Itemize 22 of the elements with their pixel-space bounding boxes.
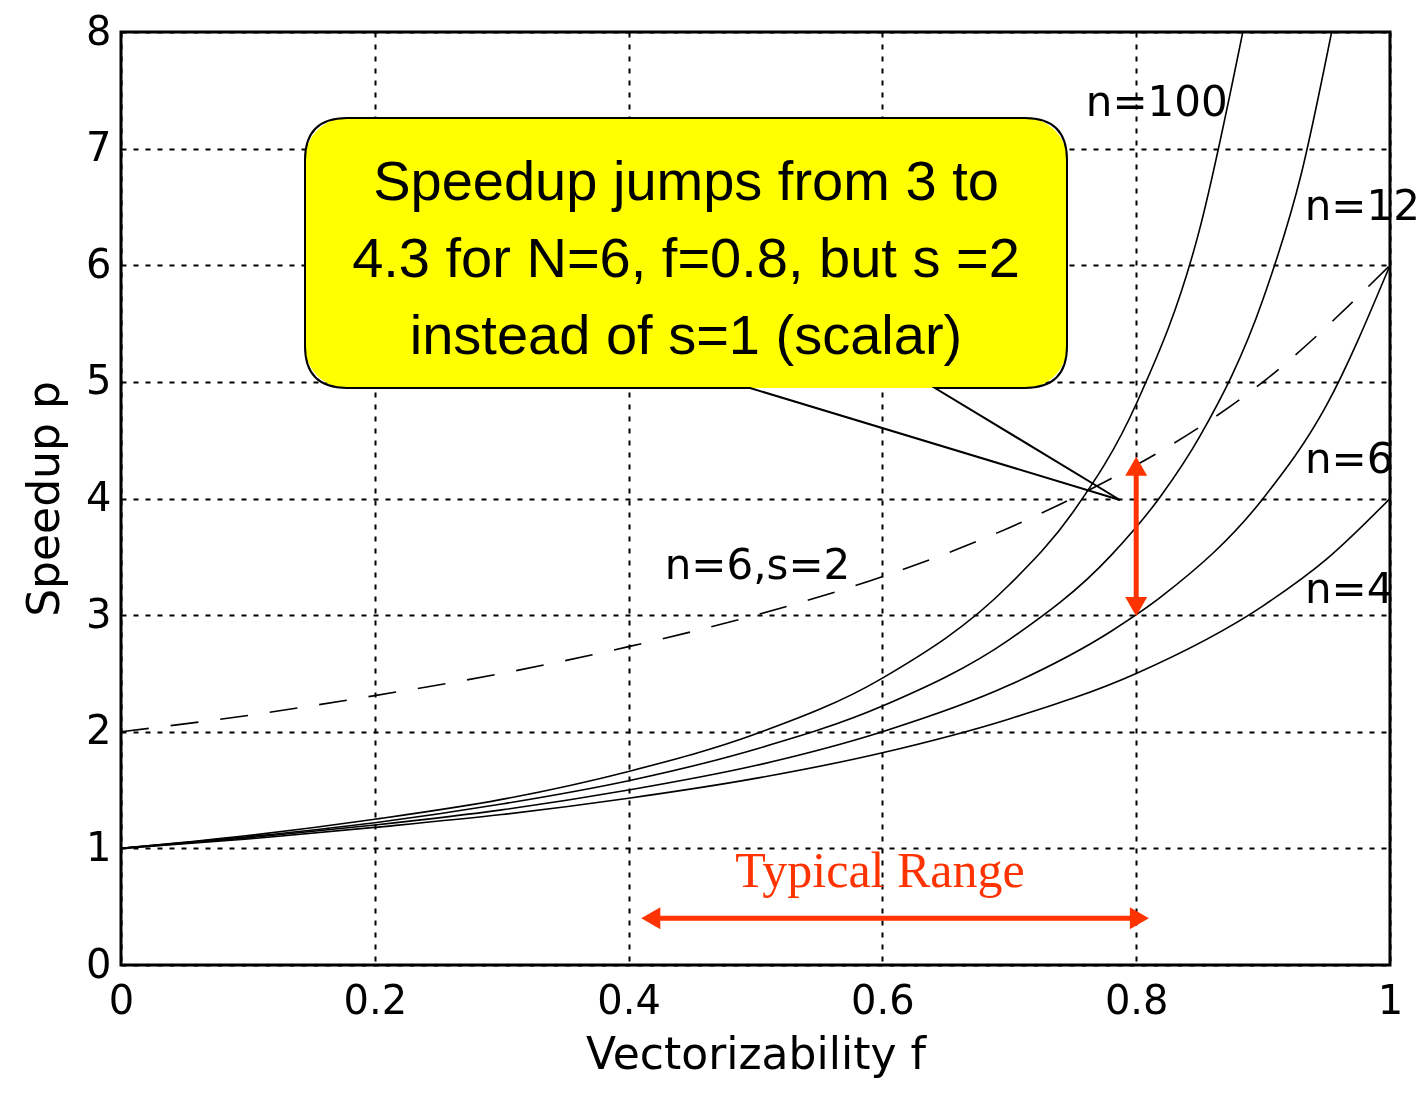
y-tick-label: 6 (86, 240, 112, 287)
x-tick-label: 0.8 (1104, 976, 1169, 1023)
y-tick-label: 4 (86, 474, 112, 520)
x-tick-label: 0.6 (851, 976, 915, 1023)
y-tick-label: 1 (86, 823, 112, 870)
y-tick-label: 2 (86, 707, 112, 754)
y-tick-label: 5 (86, 357, 112, 404)
annotation: Speedup jumps from 3 to 4.3 for N=6, f=0.8, but s =2 instead of s=1 (scalar) (352, 149, 1020, 366)
annotation: Typical Range (735, 842, 1025, 898)
x-tick-label: 1 (1377, 976, 1404, 1023)
x-tick-label: 0.4 (597, 976, 661, 1023)
y-axis-title: Speedup p (18, 381, 70, 617)
y-tick-label: 0 (86, 940, 112, 987)
x-axis-title: Vectorizability f (586, 1027, 928, 1079)
y-tick-label: 3 (86, 590, 112, 637)
series-label: n=6,s=2 (664, 540, 851, 590)
x-tick-label: 0.2 (343, 976, 408, 1023)
y-tick-label: 8 (86, 7, 112, 54)
series-label: n=100 (1085, 77, 1228, 126)
series-label: n=6 (1305, 434, 1394, 484)
y-tick-label: 7 (86, 124, 112, 171)
series-label: n=4 (1305, 563, 1394, 613)
